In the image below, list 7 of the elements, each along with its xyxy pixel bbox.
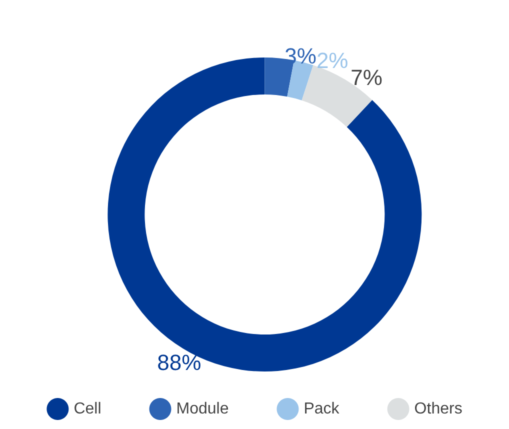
legend-label: Module: [176, 400, 229, 418]
legend-label: Cell: [74, 400, 102, 418]
data-label: 7%: [350, 65, 382, 90]
data-label: 2%: [316, 48, 348, 73]
legend-label: Pack: [304, 400, 340, 418]
legend-label: Others: [414, 400, 462, 418]
data-label: 88%: [157, 350, 202, 375]
